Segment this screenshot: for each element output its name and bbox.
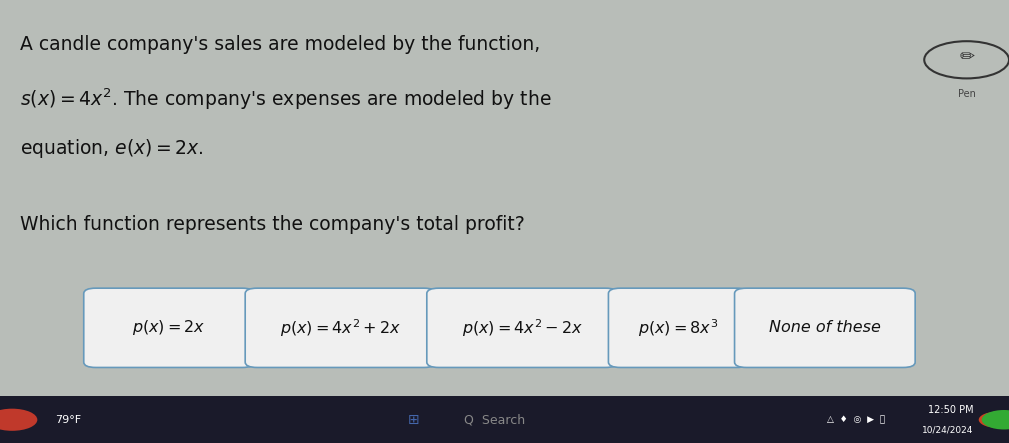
Circle shape: [979, 412, 1009, 428]
FancyBboxPatch shape: [608, 288, 749, 368]
Text: $s(x) = 4x^2$. The company's expenses are modeled by the: $s(x) = 4x^2$. The company's expenses ar…: [20, 86, 552, 112]
FancyBboxPatch shape: [245, 288, 436, 368]
Text: ✏: ✏: [960, 49, 974, 66]
Text: equation, $e(x) = 2x$.: equation, $e(x) = 2x$.: [20, 137, 204, 160]
Text: ⊞: ⊞: [408, 413, 420, 427]
Text: 10/24/2024: 10/24/2024: [922, 425, 974, 435]
Text: Pen: Pen: [958, 89, 976, 100]
Text: Which function represents the company's total profit?: Which function represents the company's …: [20, 215, 525, 234]
Text: 79°F: 79°F: [55, 415, 82, 425]
FancyBboxPatch shape: [427, 288, 618, 368]
Text: $p(x) = 4x^2 - 2x$: $p(x) = 4x^2 - 2x$: [461, 317, 583, 338]
Text: △  ♦  ◎  ▶  🔊: △ ♦ ◎ ▶ 🔊: [827, 415, 886, 424]
Circle shape: [982, 410, 1009, 430]
Text: $p(x) = 4x^2 + 2x$: $p(x) = 4x^2 + 2x$: [279, 317, 402, 338]
Text: 12:50 PM: 12:50 PM: [928, 405, 974, 416]
Text: Q  Search: Q Search: [464, 413, 526, 426]
FancyBboxPatch shape: [735, 288, 915, 368]
Text: A candle company's sales are modeled by the function,: A candle company's sales are modeled by …: [20, 35, 541, 54]
Text: $p(x) = 2x$: $p(x) = 2x$: [132, 319, 206, 337]
FancyBboxPatch shape: [84, 288, 254, 368]
Text: $p(x) = 8x^3$: $p(x) = 8x^3$: [639, 317, 718, 338]
Text: None of these: None of these: [769, 320, 881, 335]
Circle shape: [0, 408, 37, 431]
FancyBboxPatch shape: [0, 396, 1009, 443]
